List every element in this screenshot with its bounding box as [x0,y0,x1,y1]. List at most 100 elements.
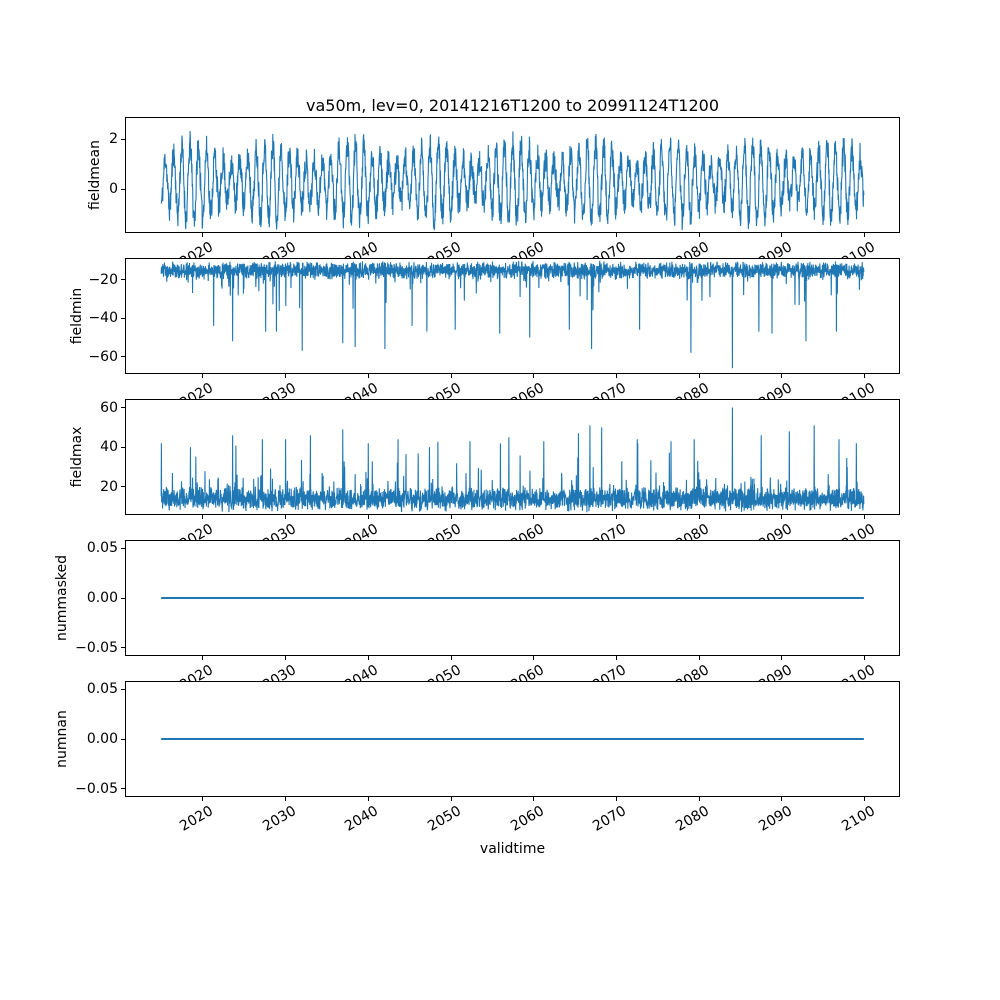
subplot-fieldmin: fieldmin −60 −40 −20 2020 2030 2040 2050 2060 20… [0,258,1000,418]
y-tick-label: 60 [100,399,118,416]
axes-nummasked [125,540,900,656]
axes-fieldmean [125,117,900,233]
series-line-fieldmean [160,130,865,231]
y-tick-label: 0 [109,181,118,198]
x-tick [202,233,204,237]
x-tick [367,515,369,519]
series-plot-area [161,597,864,599]
x-tick [615,374,617,378]
series-line-fieldmin [160,260,865,369]
x-tick [450,515,452,519]
x-tick [864,797,866,801]
x-tick [285,515,287,519]
y-tick-label: 20 [100,478,118,495]
x-tick-label: 2070 [590,803,630,835]
x-tick [781,656,783,660]
x-tick [285,374,287,378]
x-tick [367,233,369,237]
y-tick-label: 0.00 [86,590,118,606]
axes-fieldmax [125,399,900,515]
series-plot-area [160,260,865,369]
y-tick-label: −60 [88,348,118,365]
x-tick [285,797,287,801]
chart-title: va50m, lev=0, 20141216T1200 to 20991124T… [306,96,719,115]
x-tick [615,515,617,519]
x-tick [202,515,204,519]
x-tick [533,515,535,519]
x-tick [781,233,783,237]
y-tick-label: 0.00 [86,731,118,747]
x-tick [864,656,866,660]
x-tick [698,656,700,660]
y-tick [121,547,125,549]
x-tick [781,797,783,801]
x-tick [615,656,617,660]
x-tick [615,233,617,237]
y-tick [121,688,125,690]
subplot-nummasked: nummasked −0.05 0.00 0.05 2020 2030 2040 2050 2… [0,540,1000,700]
x-tick [781,515,783,519]
x-tick [367,656,369,660]
y-tick-label: 2 [109,131,118,148]
y-tick [121,317,125,319]
x-tick [864,515,866,519]
subplot-fieldmean: fieldmean 0 2 2020 2030 2040 2050 2060 2070 2080… [0,117,1000,277]
y-tick [121,356,125,358]
y-tick-label: −20 [88,271,118,288]
y-tick-label: −0.05 [75,639,118,656]
y-tick-label: −40 [88,310,118,327]
x-tick [450,233,452,237]
y-tick [121,138,125,140]
x-tick [533,656,535,660]
x-tick [533,797,535,801]
axes-fieldmin [125,258,900,374]
x-tick [781,374,783,378]
x-tick [202,374,204,378]
x-tick [450,656,452,660]
x-tick [285,656,287,660]
x-tick [202,797,204,801]
x-tick-label: 2060 [507,803,547,835]
x-tick [698,374,700,378]
y-tick-label: −0.05 [75,780,118,797]
x-tick-label: 2100 [838,803,878,835]
y-tick-label: 40 [100,439,118,456]
x-axis-label: validtime [479,841,546,857]
y-tick [121,788,125,790]
y-tick [121,647,125,649]
x-tick [533,233,535,237]
series-line-fieldmax [160,407,865,513]
x-tick [450,797,452,801]
y-tick [121,407,125,409]
subplot-fieldmax: fieldmax 20 40 60 2020 2030 2040 2050 2060 2070 2… [0,399,1000,559]
x-tick [698,515,700,519]
y-tick [121,446,125,448]
series-plot-area [161,738,864,740]
x-tick [615,797,617,801]
x-tick [450,374,452,378]
y-tick [121,188,125,190]
x-tick-label: 2020 [176,803,216,835]
x-tick [285,233,287,237]
series-plot-area [160,407,865,513]
x-tick [202,656,204,660]
x-tick-label: 2030 [259,803,299,835]
x-tick-label: 2050 [425,803,465,835]
x-tick [698,233,700,237]
x-tick [367,797,369,801]
x-tick [864,374,866,378]
y-tick-label: 0.05 [86,540,118,557]
x-tick-label: 2040 [342,803,382,835]
y-tick-label: 0.05 [86,681,118,698]
x-tick [698,797,700,801]
y-tick [121,597,125,599]
axes-numnan [125,681,900,797]
x-tick [864,233,866,237]
y-tick [121,279,125,281]
x-tick [533,374,535,378]
y-tick [121,738,125,740]
y-axis-label-fieldmean: fieldmean [87,140,103,210]
y-tick [121,486,125,488]
x-tick-label: 2090 [756,803,795,835]
